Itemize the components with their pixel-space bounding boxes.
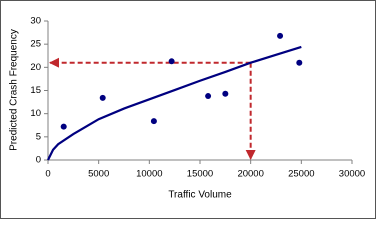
- x-tick-label: 5000: [88, 169, 109, 180]
- y-tick-label: 25: [30, 39, 41, 50]
- x-tick-label: 10000: [136, 169, 162, 180]
- y-tick-label: 10: [30, 108, 41, 119]
- data-point: [99, 94, 106, 101]
- chart: Traffic Volume Predicted Crash Frequency…: [0, 0, 376, 219]
- data-point: [277, 32, 284, 39]
- x-tick-label: 15000: [187, 169, 213, 180]
- y-tick-label: 5: [36, 131, 41, 142]
- chart-frame: [0, 0, 376, 219]
- x-tick-label: 20000: [237, 169, 263, 180]
- data-point: [205, 93, 212, 100]
- x-tick-label: 0: [45, 169, 50, 180]
- y-tick-label: 0: [36, 155, 41, 166]
- y-tick-label: 30: [30, 16, 41, 27]
- data-point: [150, 118, 157, 125]
- data-point: [296, 59, 303, 66]
- y-axis-title: Predicted Crash Frequency: [9, 29, 20, 151]
- y-tick-label: 15: [30, 85, 41, 96]
- x-tick-label: 25000: [288, 169, 314, 180]
- trend-line: [47, 45, 302, 161]
- data-point: [60, 123, 67, 130]
- data-point: [168, 58, 175, 65]
- y-tick-label: 20: [30, 62, 41, 73]
- x-axis-title: Traffic Volume: [168, 190, 232, 201]
- data-point: [222, 90, 229, 97]
- x-tick-label: 30000: [339, 169, 365, 180]
